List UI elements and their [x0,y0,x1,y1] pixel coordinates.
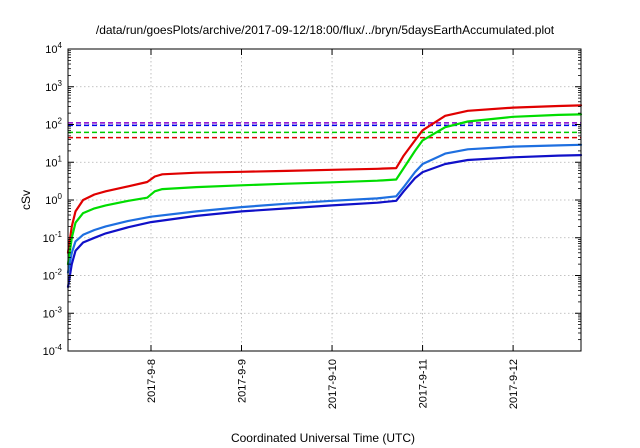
y-tick-exponent: 0 [58,192,63,201]
y-tick-exponent: 3 [58,79,63,88]
y-tick-base: 10 [43,233,55,245]
series-line [66,113,583,266]
y-tick-base: 10 [45,157,57,169]
y-tick-exponent: -2 [55,268,63,277]
y-tick-label: 10-1 [43,230,63,245]
y-tick-base: 10 [45,82,57,94]
grid [68,49,581,351]
y-tick-label: 103 [45,79,62,94]
x-tick-label: 2017-9-9 [237,359,249,403]
y-tick-base: 10 [45,120,57,132]
y-tick-label: 10-4 [43,343,63,358]
y-tick-exponent: -4 [55,343,63,352]
x-tick-label: 2017-9-8 [146,359,158,403]
y-axis-title: cSv [19,190,33,210]
series-line [66,104,583,254]
axis-ticks [68,48,581,352]
threshold-lines [68,122,581,139]
y-tick-label: 101 [45,154,62,169]
y-tick-label: 10-2 [43,268,63,283]
series-lines [66,104,583,288]
y-tick-exponent: 1 [58,154,63,163]
y-tick-base: 10 [45,195,57,207]
x-axis-title: Coordinated Universal Time (UTC) [231,431,415,445]
chart-title: /data/run/goesPlots/archive/2017-09-12/1… [96,23,555,37]
y-tick-exponent: -3 [55,305,63,314]
y-tick-base: 10 [43,346,55,358]
y-tick-label: 102 [45,117,62,132]
y-tick-base: 10 [45,44,57,56]
y-tick-exponent: -1 [55,230,63,239]
y-tick-label: 10-3 [43,305,63,320]
series-line [66,143,583,274]
y-tick-label: 100 [45,192,62,207]
y-tick-label: 104 [45,41,62,56]
x-tick-label: 2017-9-11 [418,359,430,408]
y-tick-exponent: 4 [58,41,63,50]
x-tick-label: 2017-9-12 [508,359,520,409]
x-tick-labels: 2017-9-8 2017-9-9 2017-9-10 2017-9-11 2017-9… [146,359,520,409]
x-tick-label: 2017-9-10 [327,359,339,409]
y-tick-base: 10 [43,308,55,320]
y-tick-exponent: 2 [58,117,63,126]
y-tick-base: 10 [43,271,55,283]
series-line [66,154,583,288]
